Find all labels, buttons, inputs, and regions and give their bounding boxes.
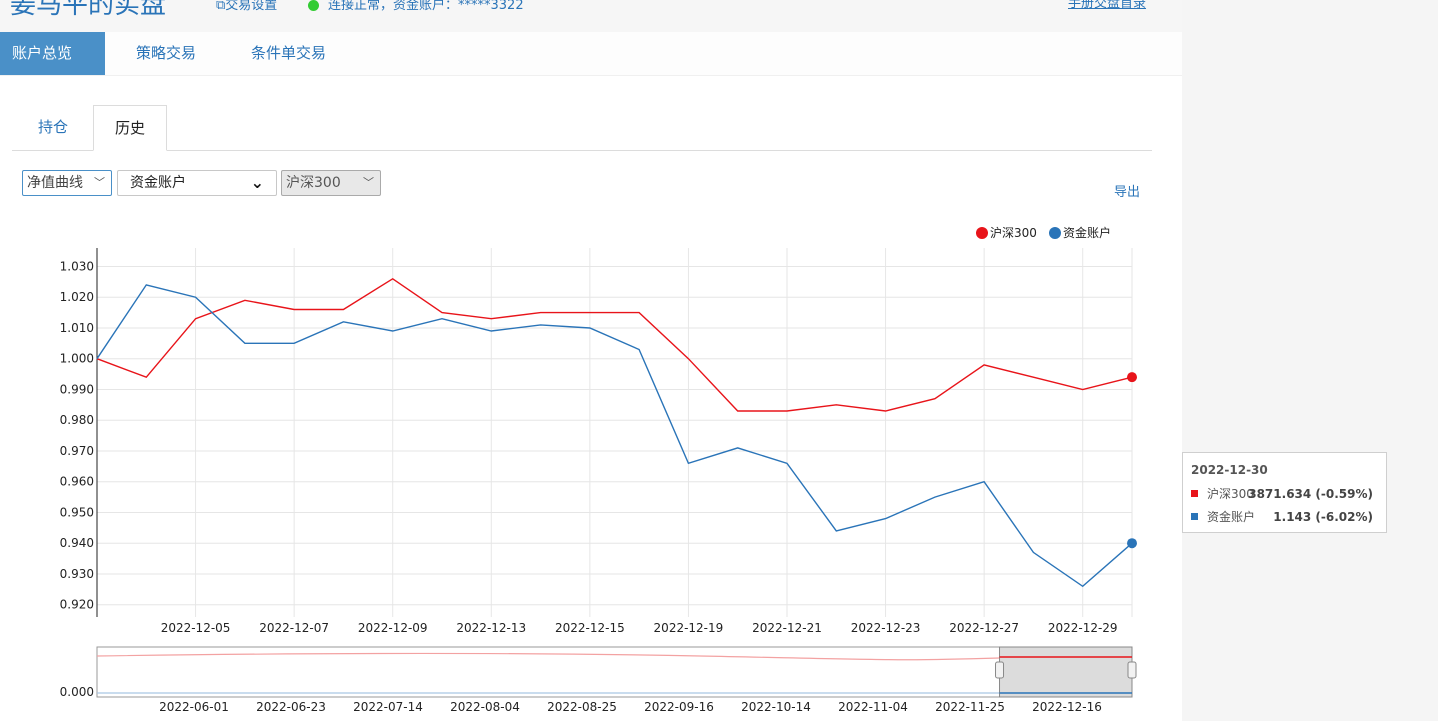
- navigator-x-tick-label: 2022-10-14: [741, 700, 811, 714]
- y-tick-label: 1.010: [60, 321, 94, 335]
- navigator-line-hs300: [96, 652, 1000, 661]
- legend-marker-icon: [976, 227, 988, 239]
- series-swatch-icon: [1191, 490, 1198, 497]
- navigator-selected-range: [999, 646, 1133, 698]
- curve-type-select[interactable]: 净值曲线 ﹀: [22, 170, 112, 196]
- navigator-handle-icon: [1127, 661, 1137, 679]
- curve-type-value: 净值曲线: [27, 175, 83, 191]
- legend-label: 资金账户: [1063, 225, 1111, 240]
- y-tick-label: 0.990: [60, 382, 94, 396]
- nav-conditional-order[interactable]: 条件单交易: [251, 44, 327, 62]
- tab-positions[interactable]: 持仓: [37, 118, 68, 136]
- trade-settings-link[interactable]: ⧉交易设置: [216, 0, 277, 13]
- benchmark-select[interactable]: 沪深300 ﹀: [281, 170, 381, 196]
- y-tick-label: 0.970: [60, 444, 94, 458]
- series-line-hs300: [96, 277, 1133, 412]
- navigator-handle-icon: [995, 661, 1005, 679]
- account-select-value: 资金账户: [130, 175, 186, 191]
- tooltip-series-name: 资金账户: [1207, 510, 1256, 524]
- chevron-down-icon: ﹀: [94, 176, 105, 189]
- navigator-y-label: 0.000: [60, 685, 94, 699]
- benchmark-select-value: 沪深300: [286, 175, 341, 191]
- tooltip-row: 沪深300 3871.634 (-0.59%): [1191, 486, 1381, 502]
- x-tick-label: 2022-12-05: [161, 621, 231, 635]
- y-tick-label: 0.980: [60, 413, 94, 427]
- series-swatch-icon: [1191, 513, 1198, 520]
- y-tick-label: 0.930: [60, 567, 94, 581]
- nav-account-overview[interactable]: 账户总览: [0, 32, 105, 75]
- y-tick-label: 1.030: [60, 259, 94, 273]
- top-header: 姜马平的实盘 ⧉交易设置 连接正常，资金账户：*****3322 手册交盘首录: [0, 0, 1182, 32]
- navigator-x-tick-label: 2022-11-04: [838, 700, 908, 714]
- series-line-account: [96, 284, 1133, 588]
- navigator-x-tick-label: 2022-12-16: [1032, 700, 1102, 714]
- export-link[interactable]: 导出: [1114, 185, 1141, 200]
- net-value-chart: 0.920 0.930 0.940 0.950 0.960 0.970 0.980 0.990…: [60, 225, 1137, 714]
- x-tick-label: 2022-12-23: [851, 621, 921, 635]
- chart-grid: [97, 248, 1133, 617]
- chevron-down-icon: ⌄: [250, 173, 264, 192]
- chart-legend: 沪深300 资金账户: [976, 225, 1111, 240]
- navigator-x-tick-label: 2022-09-16: [644, 700, 714, 714]
- page-title: 姜马平的实盘: [10, 0, 167, 20]
- connection-status-text: 连接正常，资金账户：*****3322: [328, 0, 524, 13]
- chart-navigator: 0.000 2022-06-01 2022-06-23 2022-07-14 2022-…: [60, 646, 1137, 714]
- right-background: [1182, 0, 1438, 721]
- tooltip-series-name: 沪深300: [1207, 487, 1254, 501]
- chart-axes: 0.920 0.930 0.940 0.950 0.960 0.970 0.980 0.990…: [60, 248, 1118, 635]
- tooltip-series-value: 3871.634 (-0.59%): [1248, 487, 1373, 501]
- top-right-link[interactable]: 手册交盘首录: [1068, 0, 1147, 11]
- connection-status-icon: [308, 0, 319, 11]
- external-link-icon: ⧉: [216, 0, 226, 13]
- navigator-x-tick-label: 2022-06-01: [159, 700, 229, 714]
- tooltip-date: 2022-12-30: [1191, 463, 1268, 477]
- tooltip-series-value: 1.143 (-6.02%): [1273, 510, 1373, 524]
- x-tick-label: 2022-12-29: [1048, 621, 1118, 635]
- navigator-x-tick-label: 2022-11-25: [935, 700, 1005, 714]
- tab-history[interactable]: 历史: [93, 105, 167, 151]
- x-tick-label: 2022-12-19: [654, 621, 724, 635]
- y-tick-label: 0.940: [60, 536, 94, 550]
- x-tick-label: 2022-12-15: [555, 621, 625, 635]
- x-tick-label: 2022-12-13: [456, 621, 526, 635]
- series-last-point: [1127, 538, 1137, 549]
- series-last-point: [1127, 372, 1137, 383]
- y-tick-label: 0.960: [60, 475, 94, 489]
- x-tick-label: 2022-12-07: [259, 621, 329, 635]
- x-tick-label: 2022-12-21: [752, 621, 822, 635]
- account-select[interactable]: 资金账户 ⌄: [117, 170, 277, 196]
- legend-label: 沪深300: [990, 226, 1037, 240]
- y-tick-label: 0.920: [60, 598, 94, 612]
- navigator-x-tick-label: 2022-06-23: [256, 700, 326, 714]
- legend-marker-icon: [1049, 227, 1061, 239]
- y-tick-label: 0.950: [60, 505, 94, 519]
- main-nav: 账户总览 策略交易 条件单交易: [0, 32, 1182, 76]
- navigator-frame: [96, 646, 1133, 698]
- trade-settings-label: 交易设置: [225, 0, 278, 13]
- navigator-x-tick-label: 2022-07-14: [353, 700, 423, 714]
- navigator-x-tick-label: 2022-08-25: [547, 700, 617, 714]
- tooltip-row: 资金账户 1.143 (-6.02%): [1191, 509, 1381, 525]
- navigator-x-tick-label: 2022-08-04: [450, 700, 520, 714]
- chart-series: [96, 277, 1137, 588]
- chevron-down-icon: ﹀: [363, 176, 374, 189]
- chart-tooltip: 2022-12-30 沪深300 3871.634 (-0.59%) 资金账户 …: [1182, 452, 1387, 533]
- x-tick-label: 2022-12-27: [949, 621, 1019, 635]
- y-tick-label: 1.000: [60, 352, 94, 366]
- history-tabs: 持仓 历史: [12, 105, 1152, 151]
- y-tick-label: 1.020: [60, 290, 94, 304]
- nav-strategy-trading[interactable]: 策略交易: [136, 44, 197, 62]
- x-tick-label: 2022-12-09: [358, 621, 428, 635]
